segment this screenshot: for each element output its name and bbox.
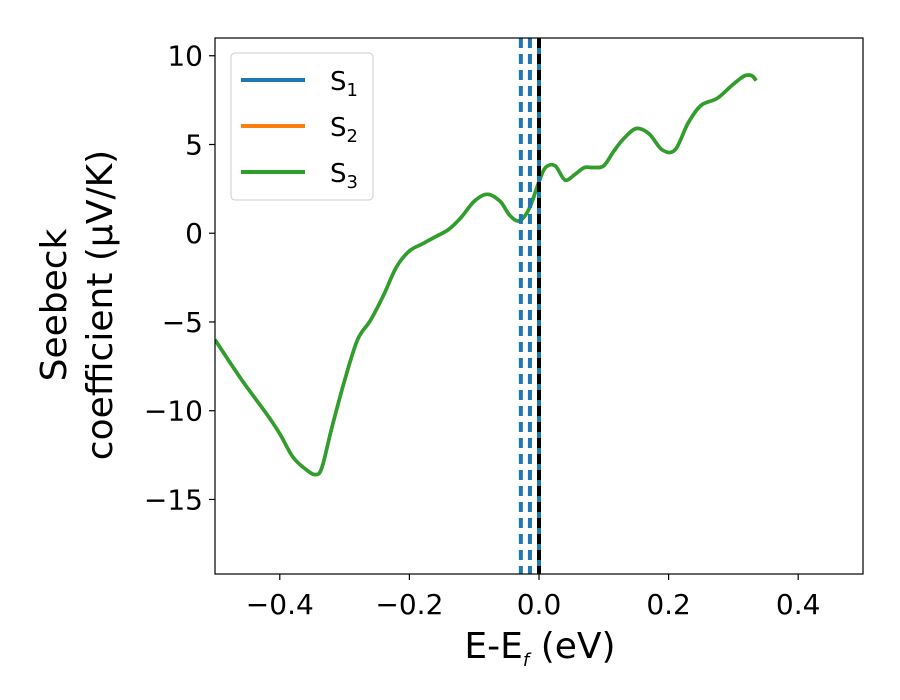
plot-frame (214, 37, 864, 575)
y-axis-title-line1: Seebeck (34, 228, 75, 381)
x-tick-label: 0.2 (646, 588, 691, 621)
x-tick-label: −0.4 (246, 588, 314, 621)
legend-label-3: S3 (330, 159, 358, 193)
y-axis-title-line2: coefficient (μV/K) (80, 150, 121, 460)
series-layer (215, 73, 758, 477)
series-line-3 (215, 73, 758, 477)
vline-layer (518, 38, 541, 574)
y-tick-label: 10 (167, 40, 203, 73)
y-tick-label: −5 (162, 306, 203, 339)
x-tick-label: −0.2 (375, 588, 443, 621)
y-tick-label: −10 (144, 395, 203, 428)
x-axis-title: E-Ef (eV) (464, 626, 615, 671)
y-tick-label: 5 (185, 128, 203, 161)
y-tick-label: −15 (144, 483, 203, 516)
y-axis-title: Seebeck coefficient (μV/K) (34, 150, 121, 460)
x-tick-label: 0.0 (517, 588, 562, 621)
legend: S1 S2 S3 (230, 52, 374, 201)
legend-label-2: S2 (330, 113, 358, 147)
x-tick-label: 0.4 (776, 588, 821, 621)
legend-label-1: S1 (330, 67, 358, 101)
y-tick-label: 0 (185, 217, 203, 250)
tick-group: −0.4 −0.2 0.0 0.2 0.4 −15 −10 −5 0 5 10 (144, 40, 821, 621)
